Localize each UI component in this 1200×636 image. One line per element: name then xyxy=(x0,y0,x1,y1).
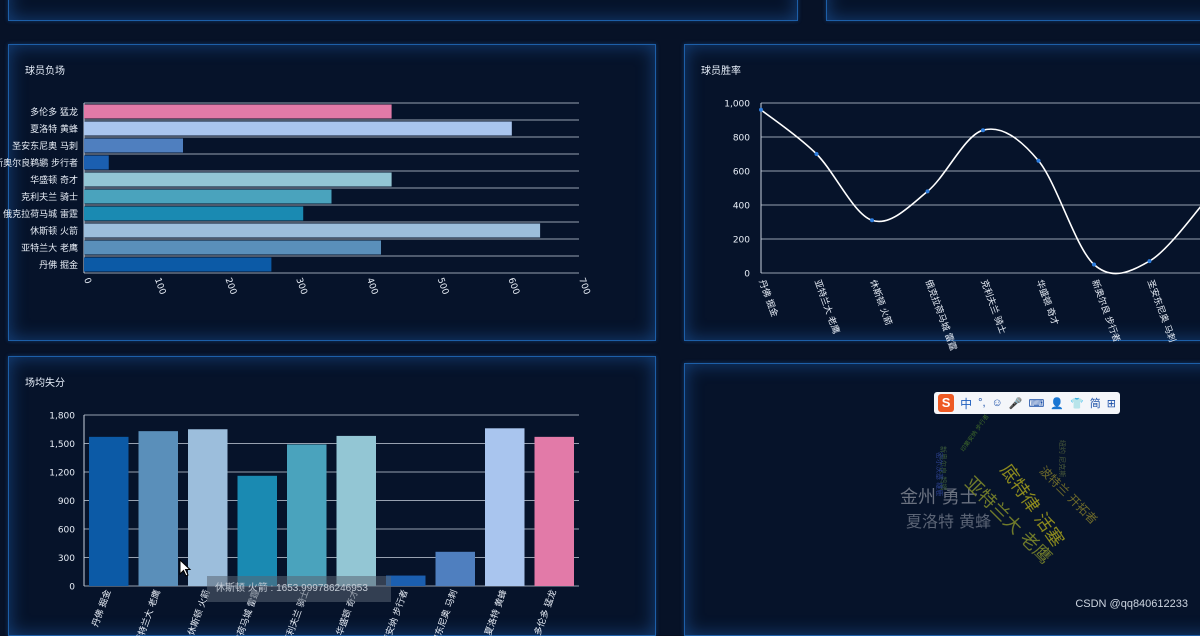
losses-category-label: 圣安东尼奥 马刺 xyxy=(12,140,78,152)
avg-points-y-tick: 0 xyxy=(69,583,75,593)
losses-category-label: 华盛顿 奇才 xyxy=(30,174,78,186)
losses-bar xyxy=(84,240,381,255)
wordcloud-word: 密尔沃基 雄鹿 xyxy=(935,452,943,497)
winrate-line xyxy=(760,109,1200,275)
wordcloud-word: 夏洛特 黄蜂 xyxy=(906,512,992,531)
winrate-panel: 球员胜率 xyxy=(684,44,1200,341)
avg-points-bar xyxy=(435,551,475,586)
losses-bar xyxy=(84,121,512,136)
winrate-y-tick: 600 xyxy=(733,168,750,178)
winrate-y-tick: 0 xyxy=(744,270,750,280)
winrate-point xyxy=(1147,259,1152,264)
losses-x-tick: 400 xyxy=(364,277,379,297)
csdn-watermark: CSDN @qq840612233 xyxy=(1075,598,1188,610)
avg-points-y-tick: 600 xyxy=(58,526,75,536)
winrate-y-tick: 1,000 xyxy=(724,100,750,110)
top-left-panel xyxy=(8,0,798,21)
losses-category-label: 新奥尔良鹈鹕 步行者 xyxy=(0,157,78,169)
avg-points-bar xyxy=(534,436,574,586)
avg-points-bar xyxy=(485,428,525,586)
winrate-x-tick: 亚特兰大 老鹰 xyxy=(812,278,843,336)
losses-bar xyxy=(84,104,392,119)
losses-bar xyxy=(84,223,541,238)
avg-points-bar xyxy=(138,431,178,586)
avg-points-bar xyxy=(237,475,277,586)
losses-x-tick: 500 xyxy=(435,277,450,297)
ime-chinese-mode[interactable]: 中 xyxy=(960,396,973,411)
avg-points-bar xyxy=(287,444,327,586)
winrate-title: 球员胜率 xyxy=(701,66,741,77)
losses-bar xyxy=(84,172,392,187)
winrate-y-tick: 200 xyxy=(733,236,750,246)
avg-points-bar xyxy=(188,429,228,586)
losses-category-label: 丹佛 掘金 xyxy=(39,259,78,271)
winrate-point xyxy=(925,189,930,194)
avg-points-bar xyxy=(336,435,376,586)
winrate-x-tick: 俄克拉荷马城 雷霆 xyxy=(923,278,960,352)
winrate-x-tick: 新奥尔良 步行者 xyxy=(1089,278,1123,344)
losses-x-tick: 0 xyxy=(81,277,92,286)
winrate-x-tick: 丹佛 掘金 xyxy=(756,278,781,319)
avg-points-y-tick: 1,200 xyxy=(49,469,75,479)
wordcloud-word: 纽约 尼克斯 xyxy=(1058,440,1066,478)
ime-punctuation-icon[interactable]: °, xyxy=(978,397,986,409)
losses-title: 球员负场 xyxy=(25,66,65,77)
winrate-point xyxy=(814,152,819,156)
winrate-x-tick: 克利夫兰 骑士 xyxy=(978,278,1009,336)
losses-bar xyxy=(84,257,272,272)
ime-simplified-icon[interactable]: 简 xyxy=(1089,398,1101,410)
winrate-point xyxy=(1036,158,1041,163)
winrate-x-tick: 圣安东尼奥 马刺 xyxy=(1145,278,1179,344)
losses-category-label: 多伦多 猛龙 xyxy=(30,106,78,118)
losses-bar xyxy=(84,189,332,204)
ime-emoji-icon[interactable]: ☺ xyxy=(991,397,1003,409)
losses-x-tick: 200 xyxy=(223,277,238,297)
losses-category-label: 休斯顿 火箭 xyxy=(30,225,78,237)
losses-bar xyxy=(84,155,109,170)
winrate-point xyxy=(759,107,763,112)
avg-points-y-tick: 900 xyxy=(58,497,75,507)
mouse-cursor-icon xyxy=(179,558,192,577)
winrate-x-tick: 华盛顿 奇才 xyxy=(1034,278,1062,327)
winrate-y-tick: 400 xyxy=(733,202,750,212)
losses-bar xyxy=(84,206,304,221)
losses-x-tick: 600 xyxy=(505,277,520,297)
avg-points-y-tick: 1,800 xyxy=(49,412,75,422)
avg-points-bar xyxy=(89,436,129,586)
winrate-y-tick: 800 xyxy=(733,134,750,144)
avg-points-y-tick: 1,500 xyxy=(49,440,75,450)
losses-x-tick: 100 xyxy=(152,277,167,297)
chart-tooltip: 休斯顿 火箭 : 1653.999786246953 xyxy=(207,576,391,602)
ime-skin-icon[interactable]: 👕 xyxy=(1070,397,1084,410)
losses-bar xyxy=(84,138,183,153)
ime-menu-icon[interactable]: ⊞ xyxy=(1106,397,1116,410)
avg-points-bar xyxy=(386,575,426,586)
wordcloud-word: 金州 勇士 xyxy=(900,487,978,508)
ime-keyboard-icon[interactable]: ⌨ xyxy=(1028,397,1045,410)
losses-category-label: 亚特兰大 老鹰 xyxy=(21,242,78,254)
avg-points-title: 场均失分 xyxy=(25,378,65,389)
losses-x-tick: 300 xyxy=(293,277,308,297)
losses-category-label: 俄克拉荷马城 雷霆 xyxy=(3,208,78,220)
avg-points-y-tick: 300 xyxy=(58,554,75,564)
winrate-point xyxy=(1092,262,1096,267)
winrate-x-tick: 休斯顿 火箭 xyxy=(867,278,895,327)
winrate-point xyxy=(981,128,985,133)
ime-logo-icon[interactable]: S xyxy=(938,394,955,412)
top-right-panel xyxy=(826,0,1200,21)
losses-category-label: 克利夫兰 骑士 xyxy=(21,191,78,203)
ime-toolbar[interactable]: S 中 °, ☺ 🎤 ⌨ 👤 👕 简 ⊞ xyxy=(934,392,1120,414)
ime-voice-icon[interactable]: 🎤 xyxy=(1008,397,1023,410)
winrate-point xyxy=(870,218,874,223)
losses-x-tick: 700 xyxy=(576,277,591,297)
losses-category-label: 夏洛特 黄蜂 xyxy=(30,123,78,135)
ime-user-icon[interactable]: 👤 xyxy=(1050,397,1065,410)
